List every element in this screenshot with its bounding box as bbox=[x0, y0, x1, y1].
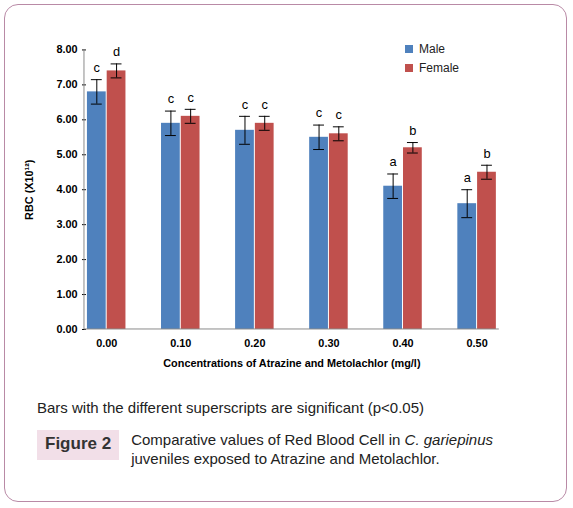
svg-text:c: c bbox=[94, 60, 101, 75]
svg-text:0.00: 0.00 bbox=[56, 323, 77, 335]
html-text:Comparative values of Red Bloo: Comparative values of Red Blood Cell in … bbox=[131, 431, 493, 448]
svg-text:6.00: 6.00 bbox=[56, 113, 77, 125]
svg-text:7.00: 7.00 bbox=[56, 78, 77, 90]
svg-text:c: c bbox=[336, 107, 343, 122]
svg-text:0.20: 0.20 bbox=[244, 337, 265, 349]
svg-text:8.00: 8.00 bbox=[56, 43, 77, 55]
svg-text:c: c bbox=[168, 91, 175, 106]
html-text:juveniles exposed to Atrazine: juveniles exposed to Atrazine and Metola… bbox=[131, 450, 440, 467]
html-text:Male: Male bbox=[419, 41, 445, 56]
svg-text:Concentrations of Atrazine and: Concentrations of Atrazine and Metolachl… bbox=[163, 357, 421, 369]
svg-text:0.30: 0.30 bbox=[318, 337, 339, 349]
svg-text:4.00: 4.00 bbox=[56, 183, 77, 195]
svg-text:d: d bbox=[113, 44, 120, 59]
svg-text:5.00: 5.00 bbox=[56, 148, 77, 160]
svg-text:0.00: 0.00 bbox=[96, 337, 117, 349]
svg-text:b: b bbox=[409, 123, 416, 138]
svg-text:c: c bbox=[187, 90, 194, 105]
svg-text:0.40: 0.40 bbox=[392, 337, 413, 349]
svg-text:1.00: 1.00 bbox=[56, 288, 77, 300]
svg-text:a: a bbox=[464, 170, 472, 185]
html-text:Bars with the different supers: Bars with the different superscripts are… bbox=[37, 399, 424, 416]
svg-text:3.00: 3.00 bbox=[56, 218, 77, 230]
svg-text:c: c bbox=[316, 105, 323, 120]
html-text:Female: Female bbox=[419, 60, 459, 75]
html-text:Figure 2: Figure 2 bbox=[45, 434, 112, 453]
svg-text:0.10: 0.10 bbox=[170, 337, 191, 349]
svg-text:c: c bbox=[242, 97, 249, 112]
svg-text:a: a bbox=[390, 154, 398, 169]
svg-text:0.50: 0.50 bbox=[467, 337, 488, 349]
svg-text:2.00: 2.00 bbox=[56, 253, 77, 265]
svg-text:c: c bbox=[262, 97, 269, 112]
svg-text:RBC (X10¹²): RBC (X10¹²) bbox=[23, 159, 35, 220]
svg-text:b: b bbox=[483, 146, 490, 161]
